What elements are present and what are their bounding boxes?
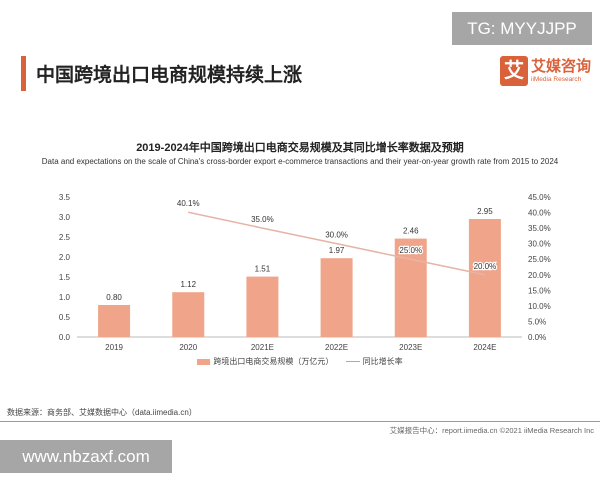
bar [246, 276, 279, 337]
y-right-tick-label: 40.0% [528, 209, 551, 218]
legend-bar-swatch [197, 358, 211, 365]
y-right-tick-label: 10.0% [528, 302, 551, 311]
bar-value-label: 1.12 [180, 280, 196, 289]
x-tick-label: 2023E [399, 343, 422, 352]
line-value-label: 25.0% [399, 246, 422, 255]
data-source: 数据来源：商务部、艾媒数据中心（data.iimedia.cn） [7, 408, 197, 417]
bar-value-label: 0.80 [106, 293, 122, 302]
y-left-tick-label: 2.5 [59, 233, 71, 242]
y-right-tick-label: 0.0% [528, 333, 546, 342]
y-left-tick-label: 1.0 [59, 293, 71, 302]
y-right-tick-label: 30.0% [528, 240, 551, 249]
legend: 跨境出口电商交易规模（万亿元） 同比增长率 [0, 356, 600, 367]
bar-value-label: 1.51 [255, 265, 271, 274]
line-value-label: 20.0% [474, 262, 497, 271]
bar [98, 305, 131, 337]
logo-cn: 艾媒咨询 [531, 58, 592, 75]
x-tick-label: 2020 [179, 343, 197, 352]
line-value-label: 35.0% [251, 215, 274, 224]
x-tick-label: 2022E [325, 343, 348, 352]
watermark-top: TG: MYYJJPP [452, 12, 592, 45]
y-left-tick-label: 1.5 [59, 273, 71, 282]
growth-rate-line [188, 211, 486, 276]
footer: 艾媒报告中心：report.iimedia.cn ©2021 iiMedia R… [389, 426, 594, 435]
bar [468, 219, 501, 337]
y-right-tick-label: 25.0% [528, 255, 551, 264]
iimedia-logo: 艾 艾媒咨询 iiMedia Research [500, 56, 595, 96]
watermark-bottom: www.nbzaxf.com [0, 440, 172, 473]
y-left-tick-label: 0.0 [59, 333, 71, 342]
x-tick-label: 2019 [105, 343, 123, 352]
x-tick-label: 2024E [473, 343, 496, 352]
chart-title: 2019-2024年中国跨境出口电商交易规模及其同比增长率数据及预期 [136, 142, 464, 154]
y-right-tick-label: 35.0% [528, 224, 551, 233]
y-right-tick-label: 15.0% [528, 286, 551, 295]
title-accent-bar [21, 56, 26, 91]
y-right-tick-label: 20.0% [528, 271, 551, 280]
logo-mark: 艾 [500, 56, 528, 86]
bar-value-label: 2.46 [403, 227, 419, 236]
y-left-tick-label: 3.0 [59, 213, 71, 222]
bar-value-label: 1.97 [329, 246, 345, 255]
legend-line-swatch [345, 361, 360, 363]
y-left-tick-label: 0.5 [59, 313, 71, 322]
line-value-label: 30.0% [325, 231, 348, 240]
line-value-label: 40.1% [177, 199, 200, 208]
bar [172, 292, 205, 337]
legend-line-label: 同比增长率 [362, 357, 403, 366]
legend-bar-label: 跨境出口电商交易规模（万亿元） [213, 357, 334, 366]
x-tick-label: 2021E [251, 343, 274, 352]
y-right-tick-label: 45.0% [528, 193, 551, 202]
y-left-tick-label: 2.0 [59, 253, 71, 262]
bar [394, 238, 427, 337]
page-title: 中国跨境出口电商规模持续上涨 [36, 65, 303, 86]
bar [320, 258, 353, 337]
logo-en: iiMedia Research [531, 76, 582, 83]
divider [0, 421, 600, 422]
chart-subtitle: Data and expectations on the scale of Ch… [41, 157, 559, 166]
y-right-tick-label: 5.0% [528, 317, 546, 326]
y-left-tick-label: 3.5 [59, 193, 71, 202]
bar-value-label: 2.95 [477, 207, 493, 216]
